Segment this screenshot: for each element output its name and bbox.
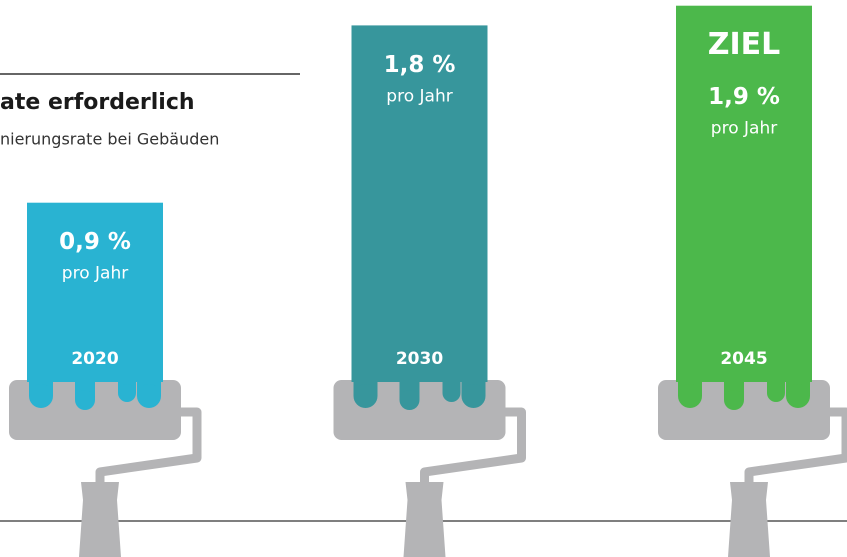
paint-drip [724, 390, 744, 410]
roller-handle [95, 407, 202, 484]
paint-drip [786, 384, 810, 408]
roller-handle [744, 407, 847, 484]
paint-drip [399, 390, 420, 410]
roller-handle [420, 407, 526, 484]
paint-drip [442, 384, 461, 402]
bar [676, 5, 812, 382]
paint-drip [767, 384, 785, 402]
roller-grip [403, 482, 446, 557]
roller-grip [728, 482, 770, 557]
x-tick-label: 2045 [720, 349, 767, 369]
paint-drip [118, 384, 136, 402]
value-label: 1,9 % [708, 84, 780, 110]
paint-drip [461, 384, 486, 408]
paint-drip [29, 384, 53, 408]
unit-label: pro Jahr [62, 264, 128, 284]
value-label: 0,9 % [59, 229, 131, 255]
unit-label: pro Jahr [711, 119, 777, 139]
value-label: 1,8 % [384, 52, 456, 78]
roller-grip [79, 482, 121, 557]
bar [27, 202, 163, 382]
paint-drip [75, 390, 95, 410]
x-tick-label: 2030 [396, 349, 443, 369]
paint-drip [353, 384, 378, 408]
unit-label: pro Jahr [386, 86, 452, 106]
annotation: ZIEL [708, 27, 781, 62]
x-tick-label: 2020 [71, 349, 118, 369]
paint-drip [137, 384, 161, 408]
chart-title: ate erforderlich [0, 90, 195, 115]
bar [351, 25, 488, 383]
paint-drip [678, 384, 702, 408]
chart-subtitle: nierungsrate bei Gebäuden [0, 130, 219, 149]
